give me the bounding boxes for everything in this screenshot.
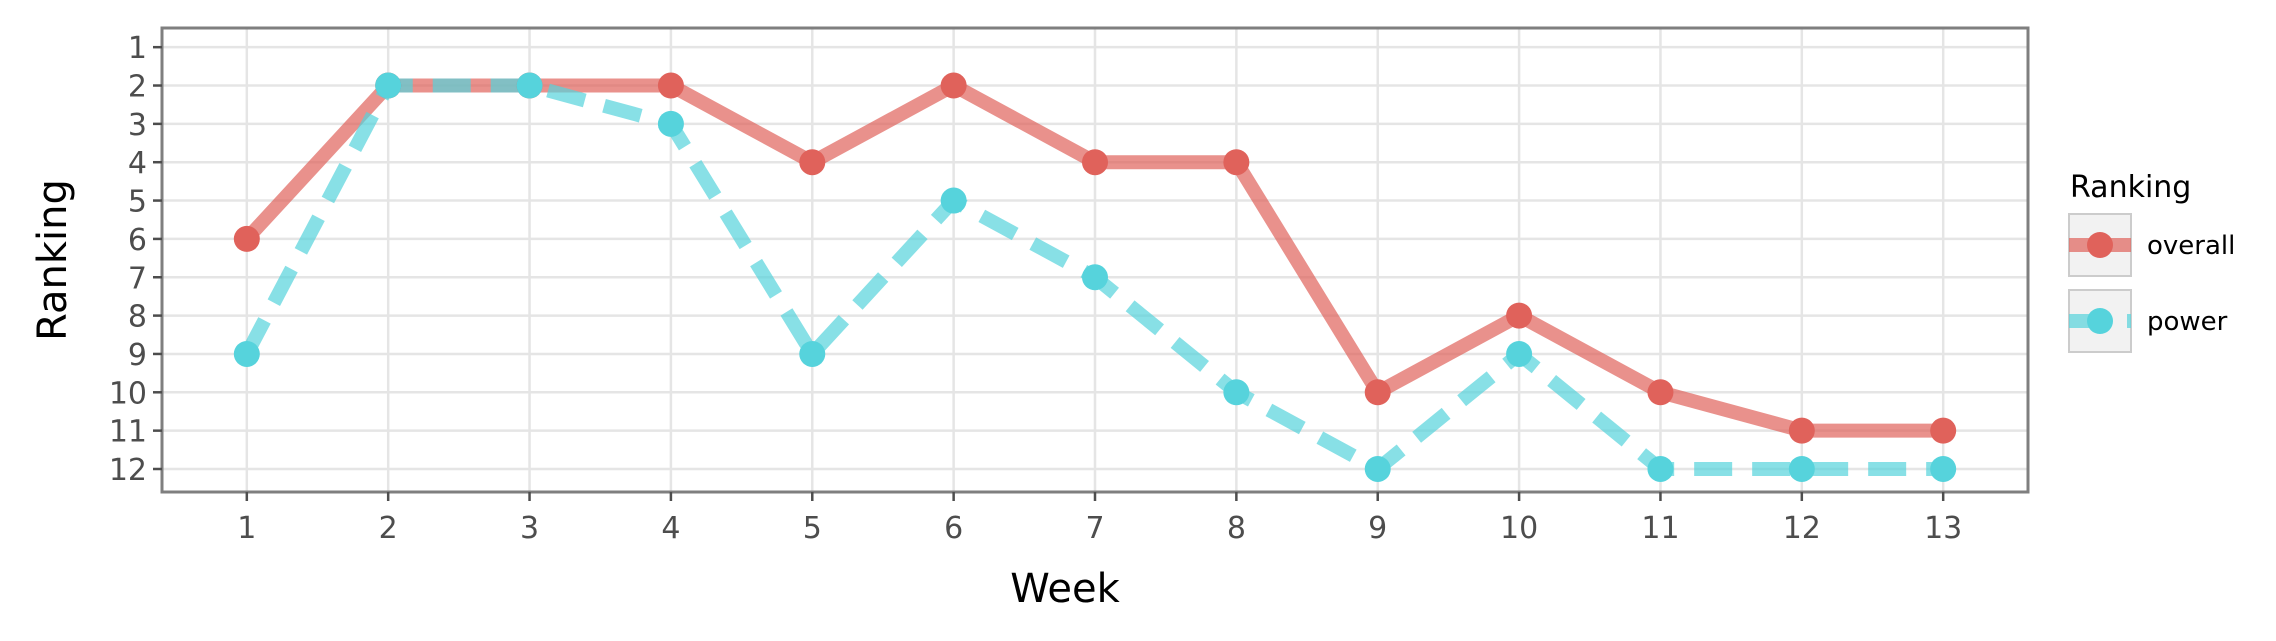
x-tick-label: 4: [661, 511, 680, 546]
y-tick-label: 10: [109, 376, 147, 411]
data-point-power: [940, 187, 967, 214]
data-point-power: [657, 110, 684, 137]
data-point-power: [516, 72, 543, 99]
x-tick-label: 13: [1924, 511, 1962, 546]
y-tick-label: 11: [109, 415, 147, 450]
legend: Ranking overall power: [2068, 170, 2235, 353]
legend-label-power: power: [2147, 307, 2228, 337]
data-point-overall: [233, 225, 260, 252]
x-tick-label: 11: [1641, 511, 1679, 546]
y-tick-label: 4: [128, 146, 147, 181]
data-point-power: [233, 340, 260, 367]
x-axis-ticks: 1 2 3 4 5 6 7 8 9 10 11 12 13: [237, 492, 1962, 546]
x-tick-label: 2: [379, 511, 398, 546]
data-point-power: [799, 340, 826, 367]
data-point-power: [1223, 379, 1250, 406]
data-point-overall: [799, 149, 826, 176]
y-tick-label: 9: [128, 338, 147, 373]
data-point-power: [1647, 455, 1674, 482]
data-point-overall: [1647, 379, 1674, 406]
y-axis-title: Ranking: [30, 179, 76, 341]
legend-marker-power: [2087, 308, 2113, 334]
data-point-overall: [1082, 149, 1108, 176]
x-tick-label: 6: [944, 511, 963, 546]
x-tick-label: 7: [1085, 511, 1104, 546]
data-point-power: [1082, 264, 1108, 291]
legend-title: Ranking: [2070, 170, 2191, 205]
data-point-overall: [657, 72, 684, 99]
x-axis-title: Week: [1010, 566, 1120, 612]
data-point-power: [1506, 340, 1533, 367]
x-tick-label: 5: [803, 511, 822, 546]
data-point-overall: [940, 72, 967, 99]
x-tick-label: 10: [1500, 511, 1538, 546]
y-tick-label: 3: [128, 108, 147, 143]
y-tick-label: 8: [128, 300, 147, 335]
data-point-power: [1788, 455, 1815, 482]
y-tick-label: 5: [128, 185, 147, 220]
x-tick-label: 9: [1368, 511, 1387, 546]
legend-marker-overall: [2087, 232, 2113, 258]
data-point-overall: [1930, 417, 1957, 444]
data-point-power: [1930, 455, 1957, 482]
y-tick-label: 7: [128, 261, 147, 296]
data-point-power: [375, 72, 402, 99]
data-point-overall: [1506, 302, 1533, 329]
data-point-overall: [1788, 417, 1815, 444]
y-tick-label: 6: [128, 223, 147, 258]
grid-lines: [162, 28, 2028, 492]
y-tick-label: 12: [109, 453, 147, 488]
x-tick-label: 8: [1227, 511, 1246, 546]
x-tick-label: 12: [1783, 511, 1821, 546]
x-tick-label: 1: [237, 511, 256, 546]
x-tick-label: 3: [520, 511, 539, 546]
y-tick-label: 2: [128, 70, 147, 105]
data-point-overall: [1364, 379, 1391, 406]
data-point-power: [1364, 455, 1391, 482]
y-tick-label: 1: [128, 31, 147, 66]
data-point-overall: [1223, 149, 1250, 176]
series-layer: [233, 72, 1957, 482]
legend-label-overall: overall: [2147, 231, 2235, 261]
